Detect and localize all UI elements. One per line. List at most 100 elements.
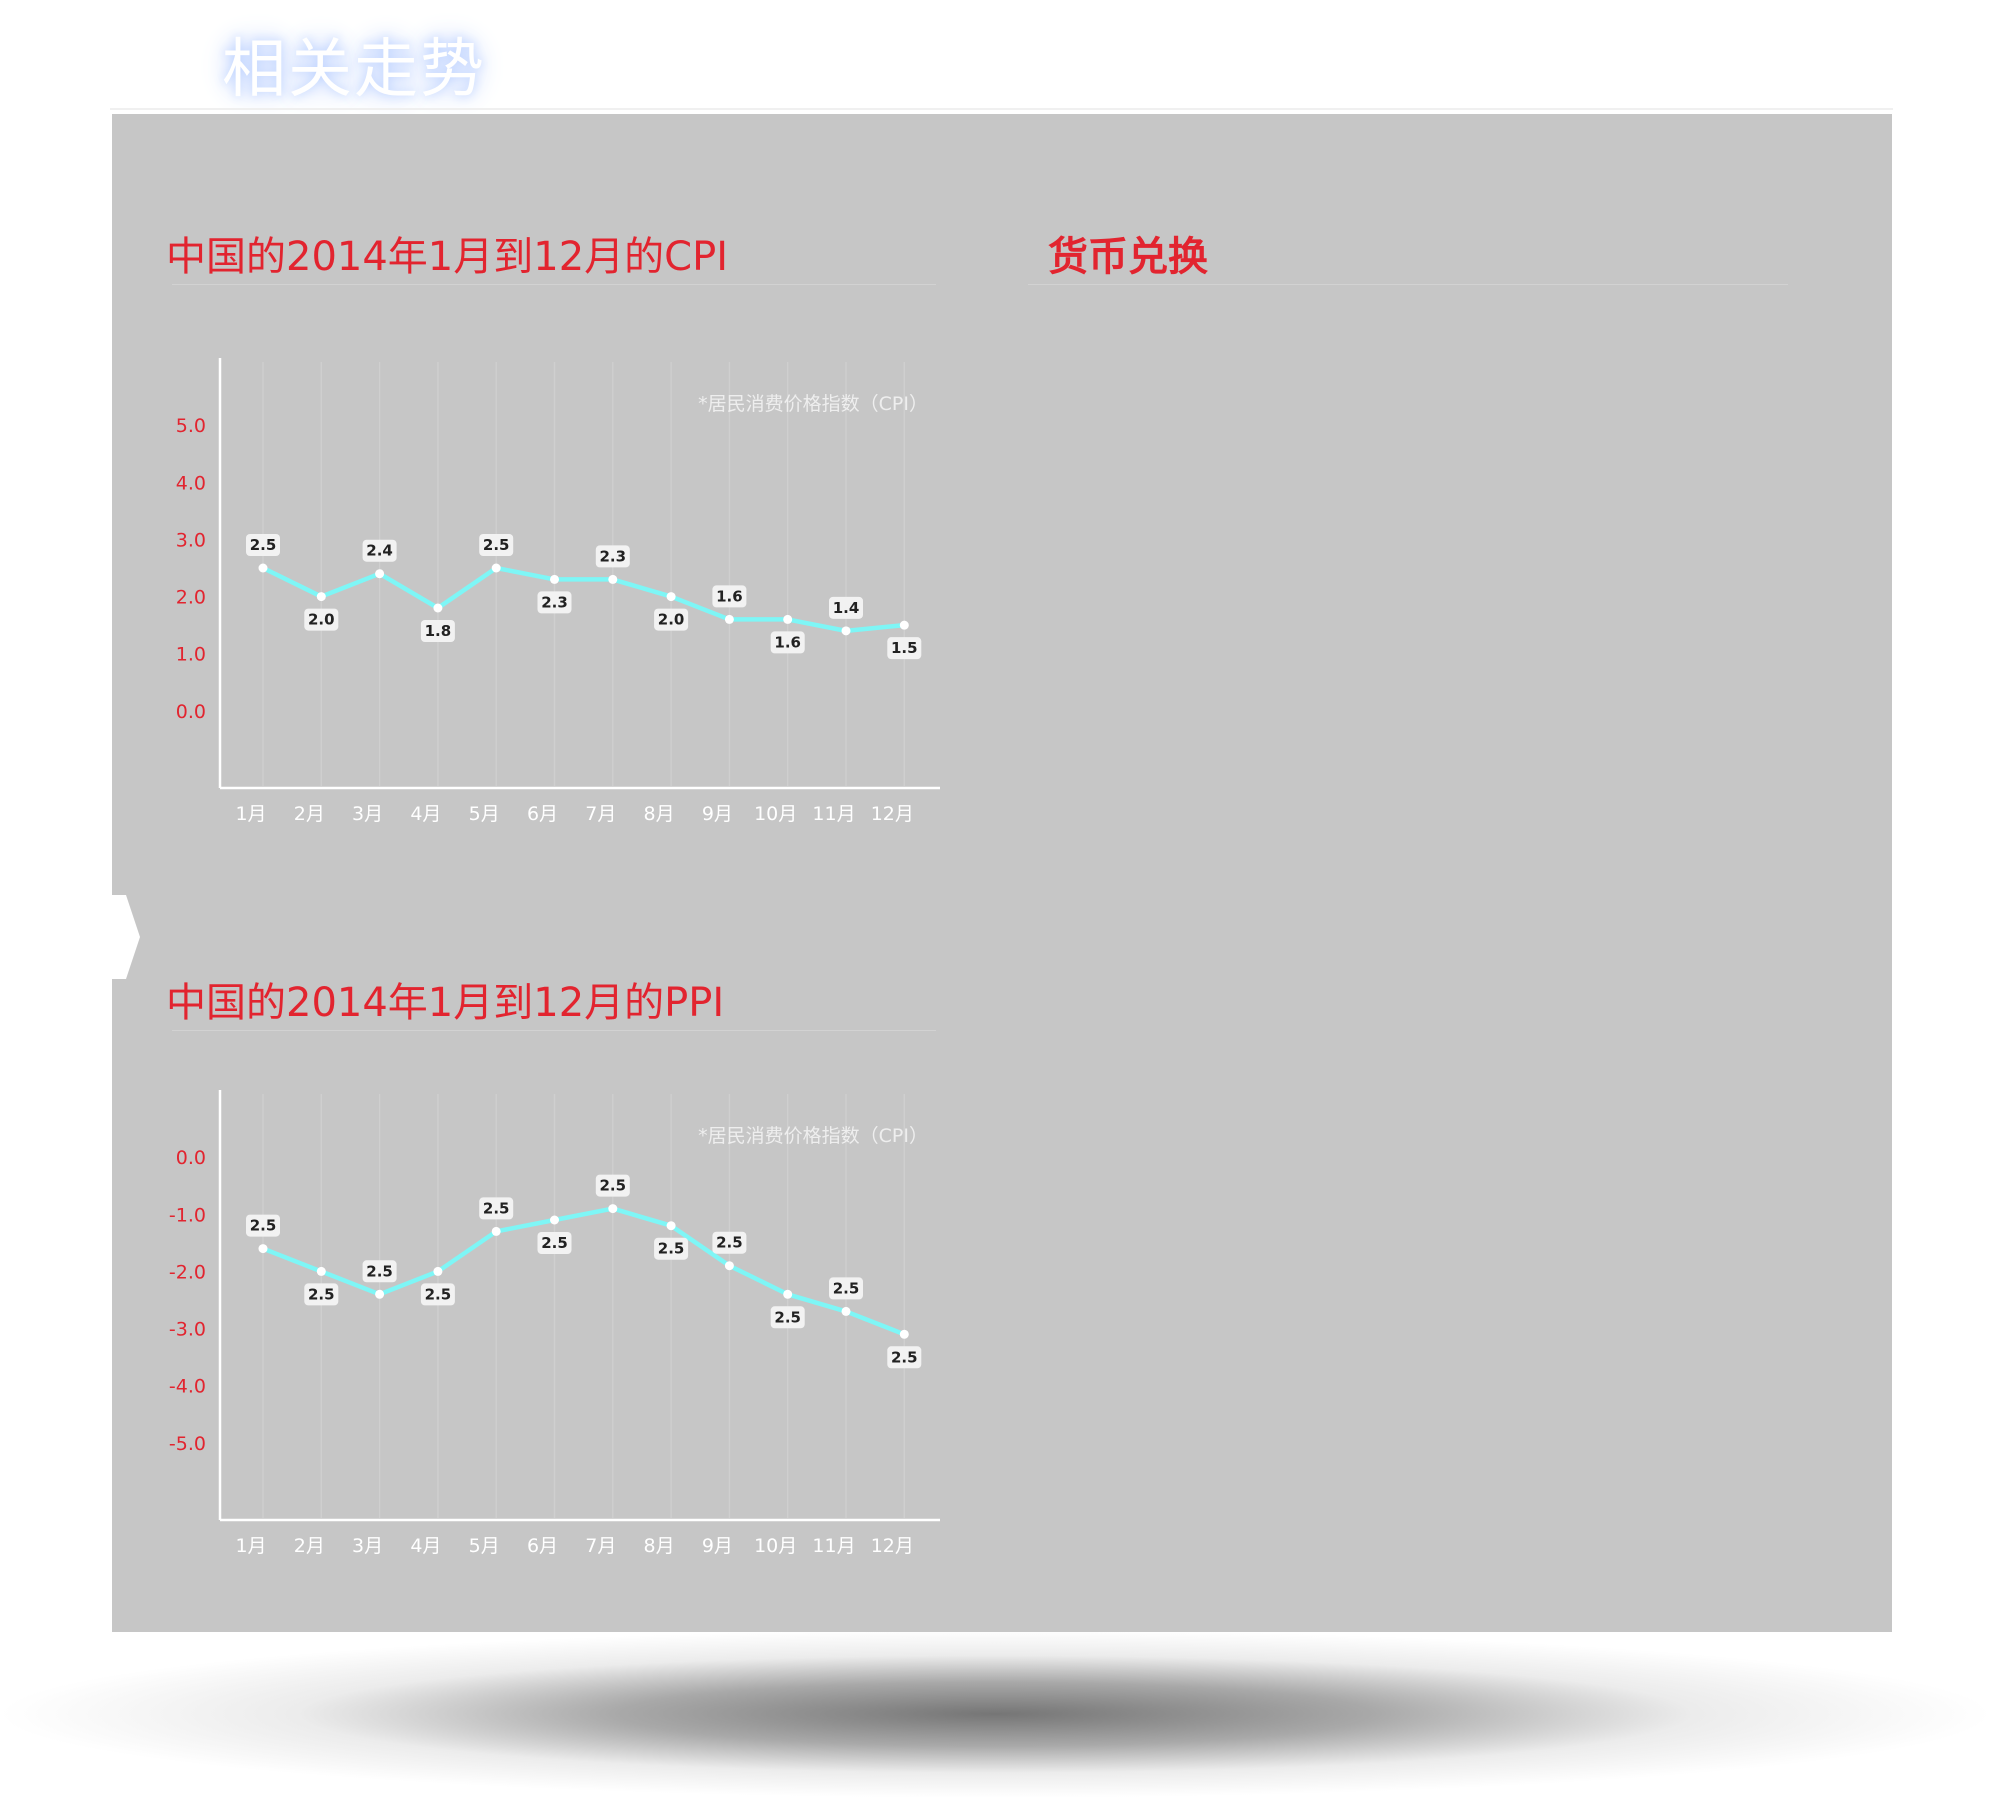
ppi-chart-title: 中国的2014年1月到12月的PPI	[166, 980, 725, 1026]
data-point	[783, 1289, 793, 1299]
x-tick-label: 2月	[294, 803, 325, 825]
data-label-text: 2.5	[600, 1177, 627, 1195]
data-point	[316, 592, 326, 602]
data-label: 2.0	[304, 608, 339, 631]
y-tick-label: -5.0	[169, 1433, 206, 1455]
data-point	[724, 614, 734, 624]
x-tick-label: 1月	[235, 803, 266, 825]
data-label: 2.3	[595, 545, 630, 568]
data-point	[608, 1204, 618, 1214]
data-point	[316, 1266, 326, 1276]
data-label: 2.5	[712, 1231, 747, 1254]
y-tick-label: -1.0	[169, 1204, 206, 1226]
x-tick-label: 7月	[585, 1535, 616, 1557]
data-label-text: 2.0	[308, 611, 335, 629]
x-tick-label: 4月	[410, 1535, 441, 1557]
data-label: 1.4	[829, 596, 863, 619]
content-panel	[112, 114, 1892, 1632]
data-point	[666, 1221, 676, 1231]
data-point	[550, 574, 559, 584]
section-title: 相关走势	[222, 33, 486, 107]
data-label-text: 2.5	[891, 1348, 918, 1366]
data-label: 2.4	[362, 539, 397, 562]
data-label-text: 1.5	[891, 639, 918, 657]
data-point	[375, 1289, 385, 1299]
data-label: 2.0	[654, 608, 689, 631]
x-tick-label: 8月	[644, 803, 675, 825]
data-label: 2.5	[362, 1260, 397, 1283]
data-label: 1.6	[770, 631, 805, 654]
data-point	[899, 620, 909, 630]
x-tick-label: 6月	[527, 803, 558, 825]
data-point	[433, 603, 443, 613]
data-label: 2.5	[537, 1232, 572, 1254]
data-label-text: 2.5	[250, 536, 277, 554]
data-point	[491, 1226, 501, 1236]
data-point	[375, 569, 385, 579]
y-tick-label: -3.0	[169, 1319, 206, 1341]
x-tick-label: 12月	[871, 803, 914, 825]
data-label: 2.5	[304, 1283, 339, 1306]
x-tick-label: 10月	[754, 803, 797, 825]
x-tick-label: 2月	[294, 1535, 325, 1557]
data-label-text: 1.4	[833, 599, 860, 617]
x-tick-label: 9月	[702, 1535, 733, 1557]
data-point	[783, 614, 793, 624]
data-label-text: 1.6	[774, 633, 801, 651]
x-tick-label: 11月	[812, 1535, 855, 1557]
x-tick-label: 8月	[644, 1535, 675, 1557]
data-label-text: 1.6	[716, 587, 743, 605]
y-tick-label: 5.0	[176, 415, 206, 437]
y-tick-label: 0.0	[176, 701, 206, 723]
data-label: 2.5	[887, 1346, 922, 1369]
y-tick-label: -4.0	[169, 1376, 206, 1398]
x-tick-label: 4月	[410, 803, 441, 825]
data-label: 1.8	[420, 620, 455, 642]
x-tick-label: 9月	[702, 803, 733, 825]
data-label-text: 2.5	[425, 1285, 452, 1303]
data-label: 2.5	[770, 1306, 805, 1329]
data-label: 2.5	[246, 1214, 280, 1237]
y-tick-label: 2.0	[176, 587, 206, 609]
data-label: 2.5	[654, 1237, 689, 1260]
cpi-chart-title: 中国的2014年1月到12月的CPI	[166, 234, 728, 280]
data-label-text: 2.3	[541, 593, 568, 611]
x-tick-label: 7月	[585, 803, 616, 825]
data-label-text: 2.5	[250, 1217, 277, 1235]
data-point	[433, 1266, 443, 1276]
data-point	[841, 1306, 851, 1316]
y-tick-label: 0.0	[176, 1147, 206, 1169]
data-label: 1.5	[887, 637, 922, 660]
data-label-text: 2.5	[658, 1240, 685, 1258]
ppi-chart: 0.0 -1.0 -2.0 -3.0 -4.0 -5.0 1月 2月 3月 4月 5月 6月 7月 8月 9…	[169, 1090, 940, 1557]
data-label-text: 2.5	[483, 1199, 510, 1217]
x-tick-label: 11月	[812, 803, 855, 825]
data-label-text: 2.5	[833, 1279, 860, 1297]
x-tick-label: 3月	[352, 803, 383, 825]
data-label-text: 2.0	[658, 611, 685, 629]
data-point	[258, 563, 268, 573]
y-tick-label: 1.0	[176, 644, 206, 666]
data-label-text: 2.5	[308, 1285, 335, 1303]
data-label: 2.5	[479, 534, 514, 556]
chart-annotation: *居民消费价格指数（CPI）	[698, 1125, 928, 1147]
y-tick-label: -2.0	[169, 1261, 206, 1283]
x-tick-label: 12月	[871, 1535, 914, 1557]
series-line	[260, 565, 907, 634]
x-tick-label: 3月	[352, 1535, 383, 1557]
ppi-title-rule	[172, 1030, 936, 1031]
data-label: 2.5	[595, 1174, 630, 1197]
chart-annotation: *居民消费价格指数（CPI）	[698, 393, 928, 415]
data-label-text: 2.5	[774, 1308, 801, 1326]
data-point	[899, 1329, 909, 1339]
data-label: 2.5	[829, 1277, 863, 1300]
data-label-text: 2.4	[366, 542, 393, 560]
currency-title: 货币兑换	[1048, 234, 1208, 280]
y-tick-label: 4.0	[176, 472, 206, 494]
data-label-text: 2.5	[366, 1262, 393, 1280]
panel-shadow	[0, 1630, 1991, 1798]
cpi-title-rule	[172, 284, 936, 285]
data-label: 2.5	[479, 1197, 514, 1220]
x-tick-label: 5月	[469, 803, 500, 825]
data-point	[491, 563, 501, 573]
